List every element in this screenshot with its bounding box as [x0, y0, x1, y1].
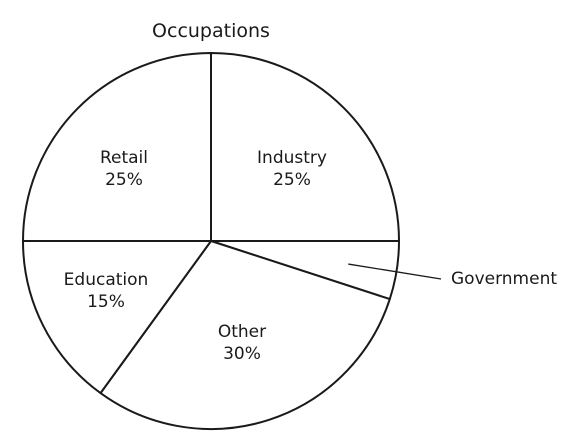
slice-value-industry: 25% [273, 170, 311, 190]
slice-value-education: 15% [87, 292, 125, 312]
slice-label-industry: Industry [257, 148, 327, 168]
chart-title: Occupations [152, 20, 270, 42]
slice-label-other: Other [218, 322, 266, 342]
slice-label-education: Education [64, 270, 149, 290]
callout-label-government: Government [451, 269, 557, 289]
pie-slice-retail [22, 52, 212, 242]
pie-slice-industry [210, 52, 400, 242]
pie-slice-education [22, 240, 212, 395]
pie-slice-other [99, 240, 391, 430]
pie-slices [22, 52, 400, 430]
slice-value-retail: 25% [105, 170, 143, 190]
pie-callouts: Government [348, 263, 557, 289]
slice-value-other: 30% [223, 344, 261, 364]
callout-line-government [348, 263, 442, 280]
slice-label-retail: Retail [100, 148, 148, 168]
